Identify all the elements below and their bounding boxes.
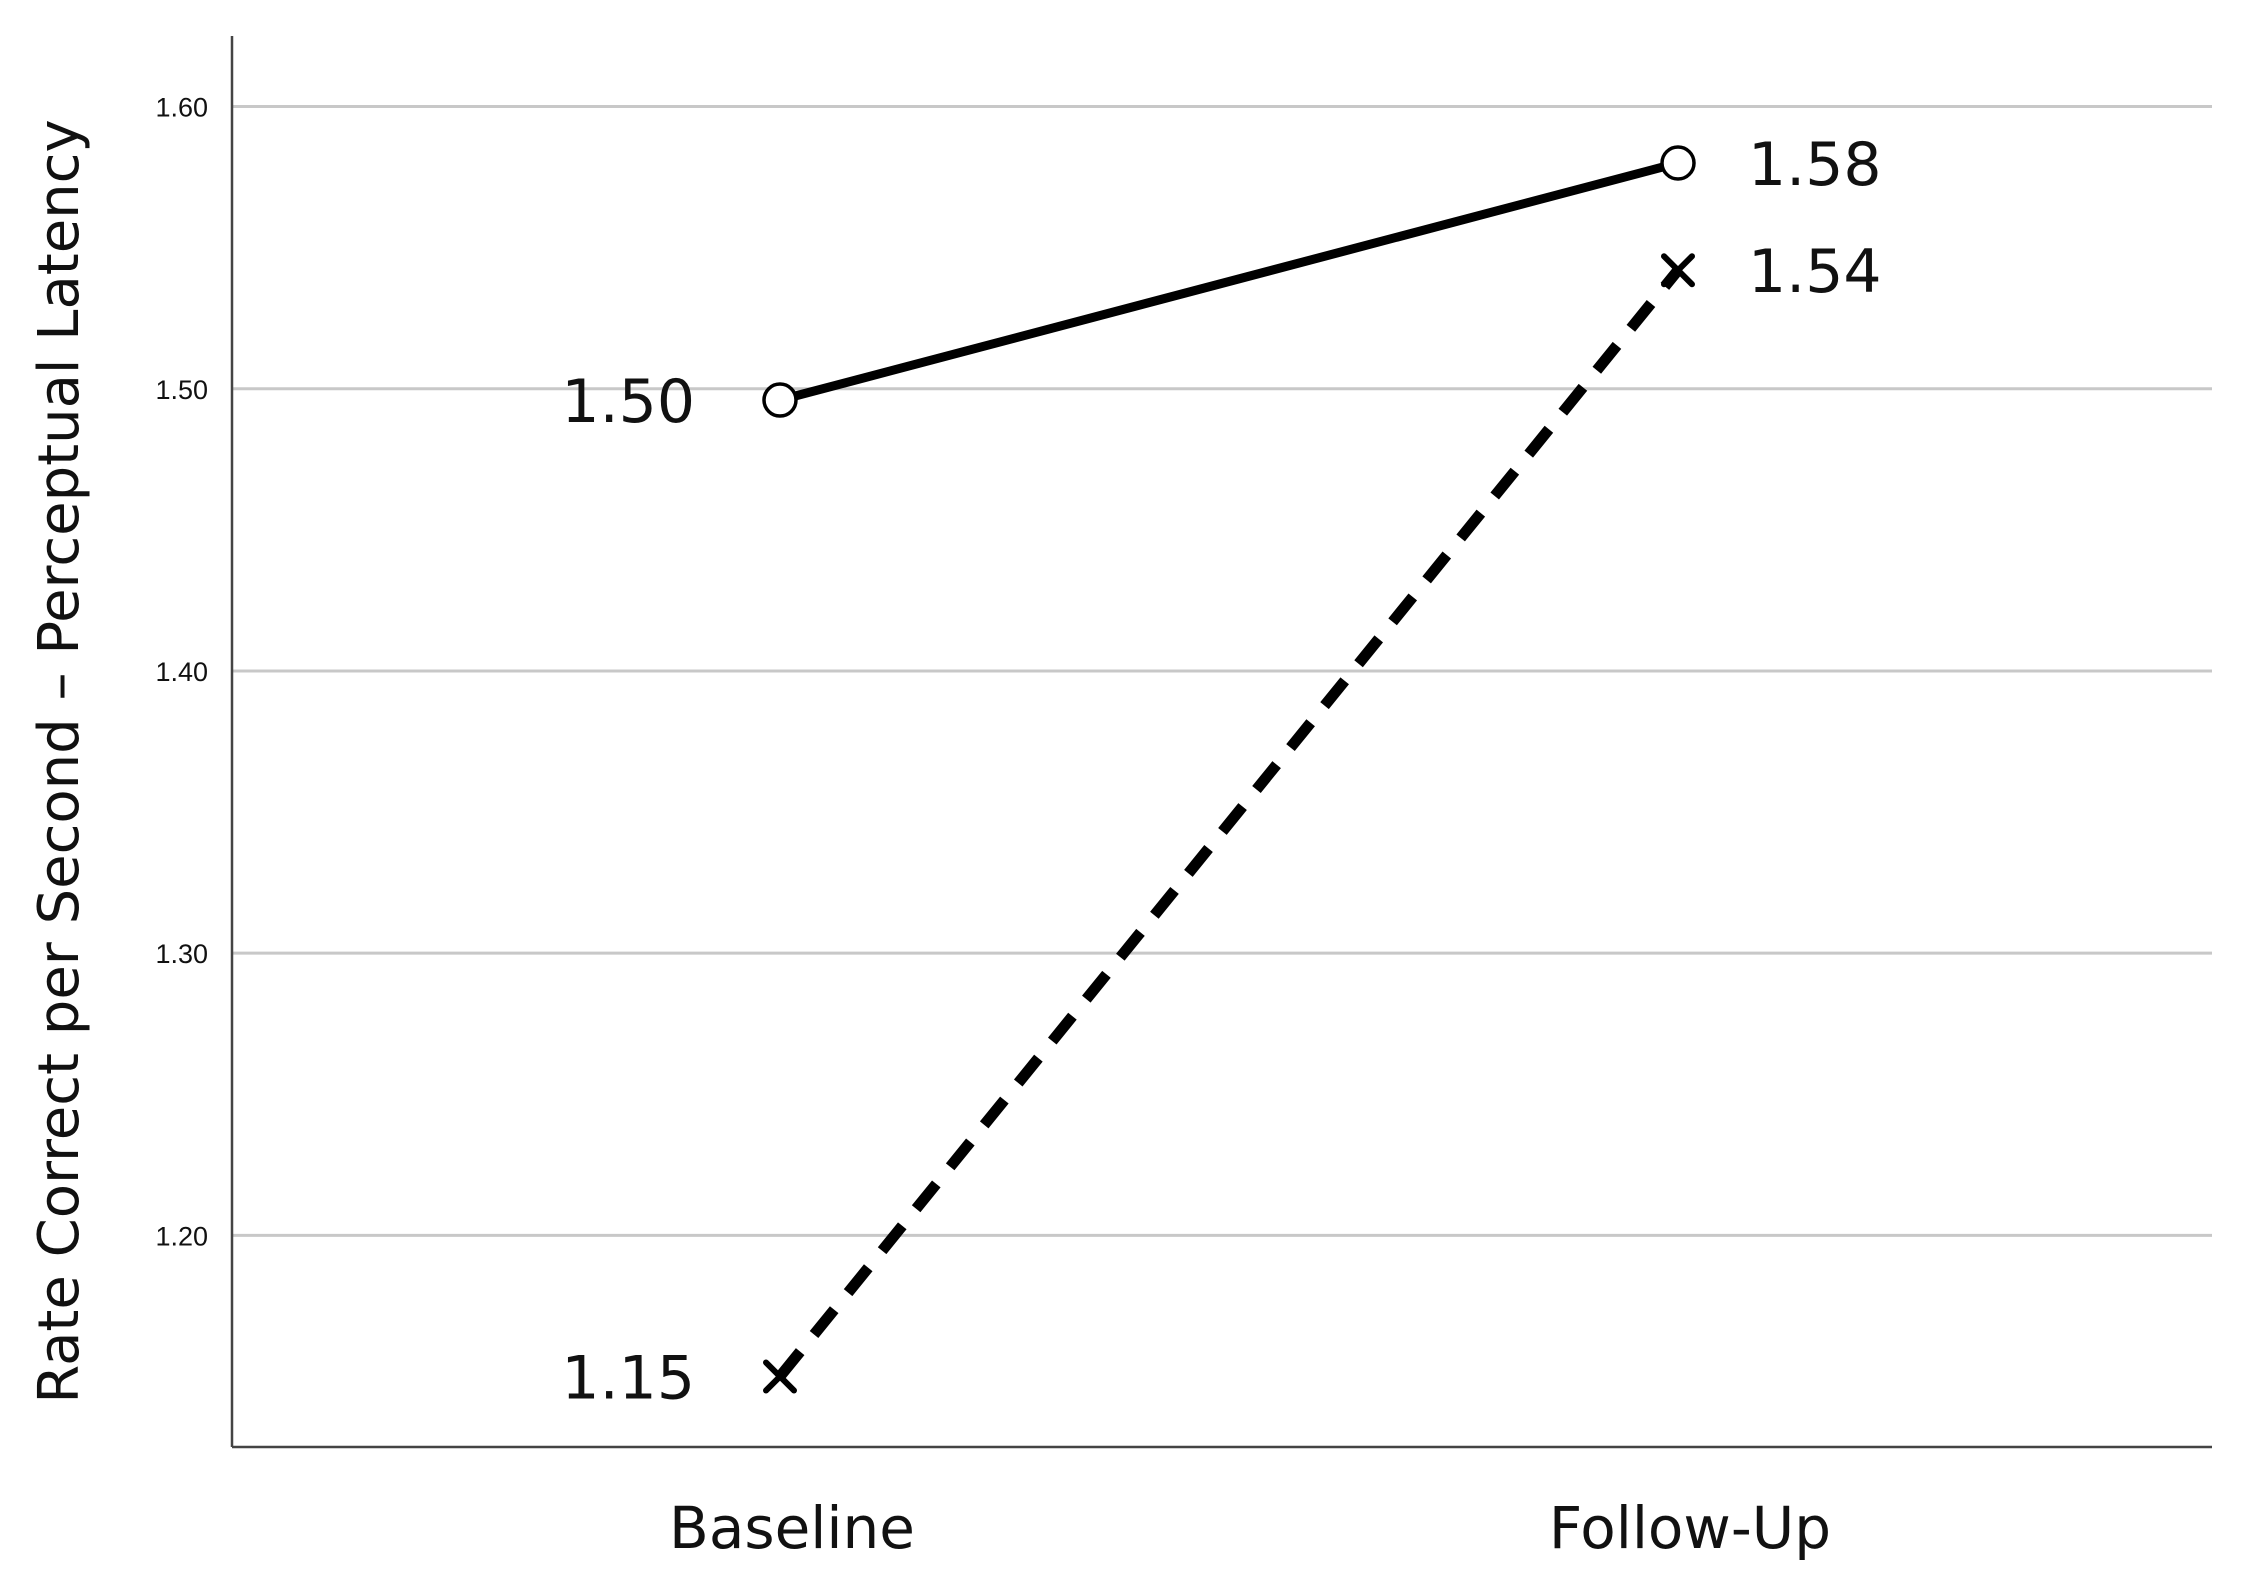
- circle-marker: [1660, 145, 1696, 181]
- y-tick-label: 1.50: [155, 375, 208, 405]
- y-tick-label: 1.60: [155, 93, 208, 123]
- data-label: 1.58: [1748, 130, 1882, 200]
- y-tick-label: 1.20: [155, 1221, 208, 1251]
- data-labels: 1.50 1.58 1.15 1.54: [561, 130, 1881, 1413]
- x-category-label: Follow-Up: [1549, 1494, 1831, 1562]
- y-tick-labels: 1.20 1.30 1.40 1.50 1.60: [155, 93, 208, 1252]
- x-marker: [763, 1359, 797, 1394]
- x-marker: [1661, 253, 1695, 288]
- data-label: 1.15: [561, 1343, 695, 1413]
- series-line: [778, 158, 1680, 405]
- x-category-label: Baseline: [669, 1494, 915, 1562]
- data-label: 1.54: [1748, 237, 1882, 307]
- circle-marker: [762, 382, 798, 418]
- gridlines: [232, 105, 2212, 1237]
- y-axis-label: Rate Correct per Second – Perceptual Lat…: [27, 119, 92, 1403]
- data-label: 1.50: [561, 367, 695, 437]
- series: [762, 145, 1696, 1394]
- y-tick-label: 1.40: [155, 657, 208, 687]
- series-line: [775, 266, 1683, 1380]
- x-category-labels: Baseline Follow-Up: [669, 1494, 1831, 1562]
- axes: [230, 36, 2212, 1449]
- y-tick-label: 1.30: [155, 939, 208, 969]
